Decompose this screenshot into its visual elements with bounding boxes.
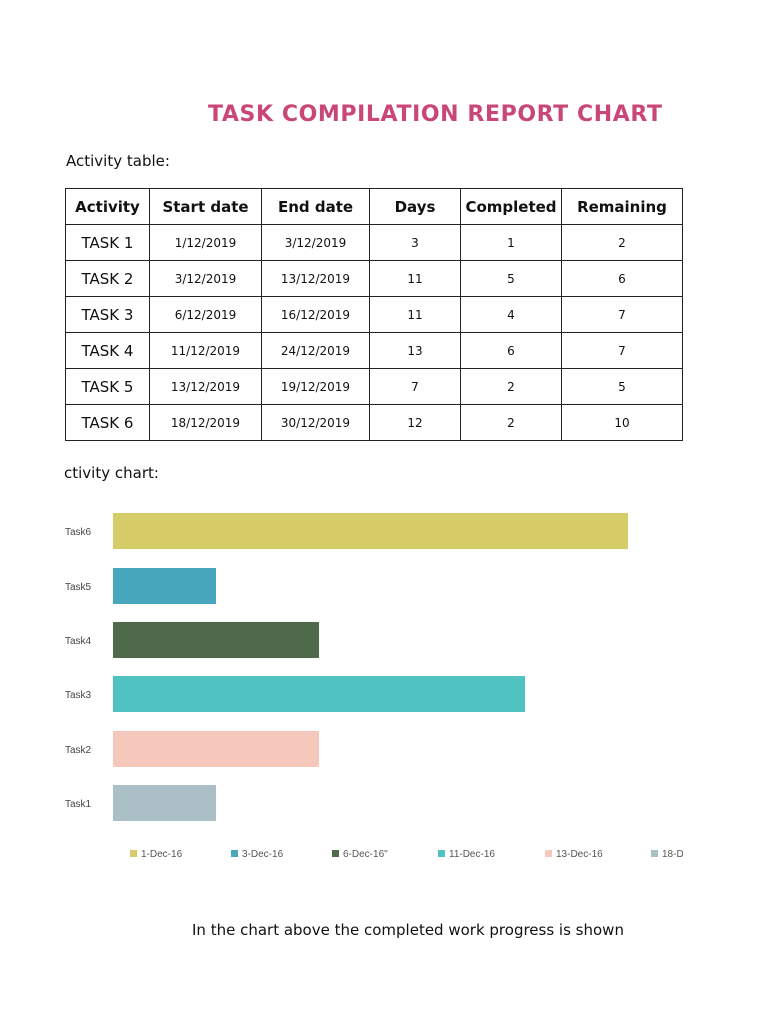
bar-task1 <box>113 785 216 821</box>
header-days: Days <box>369 188 461 225</box>
legend-swatch <box>651 850 658 857</box>
cell-end-date: 30/12/2019 <box>261 404 370 441</box>
cell-activity: TASK 2 <box>65 260 150 297</box>
cell-days: 11 <box>369 260 461 297</box>
header-start-date: Start date <box>149 188 262 225</box>
category-label: Task2 <box>65 745 92 756</box>
cell-days: 7 <box>369 368 461 405</box>
bar-task2 <box>113 731 319 767</box>
legend-swatch <box>332 850 339 857</box>
legend-entry: 6-Dec-16" <box>343 849 388 860</box>
legend-swatch <box>130 850 137 857</box>
cell-start-date: 1/12/2019 <box>149 224 262 261</box>
header-remaining: Remaining <box>561 188 683 225</box>
table-header-row: Activity Start date End date Days Comple… <box>65 188 683 225</box>
cell-start-date: 3/12/2019 <box>149 260 262 297</box>
chart-legend: 1-Dec-16 3-Dec-16 6-Dec-16" 11-Dec-16 13-Dec… <box>130 849 684 860</box>
legend-entry: 3-Dec-16 <box>242 849 284 860</box>
table-row: TASK 2 3/12/2019 13/12/2019 11 5 6 <box>65 260 683 297</box>
header-completed: Completed <box>460 188 562 225</box>
cell-days: 13 <box>369 332 461 369</box>
cell-completed: 4 <box>460 296 562 333</box>
table-row: TASK 1 1/12/2019 3/12/2019 3 1 2 <box>65 224 683 261</box>
bar-task4 <box>113 622 319 658</box>
bar-task3 <box>113 676 525 712</box>
category-label: Task4 <box>65 636 92 647</box>
legend-swatch <box>438 850 445 857</box>
category-label: Task5 <box>65 582 92 593</box>
cell-end-date: 3/12/2019 <box>261 224 370 261</box>
table-row: TASK 5 13/12/2019 19/12/2019 7 2 5 <box>65 368 683 405</box>
cell-end-date: 24/12/2019 <box>261 332 370 369</box>
cell-start-date: 13/12/2019 <box>149 368 262 405</box>
legend-swatch <box>545 850 552 857</box>
cell-start-date: 18/12/2019 <box>149 404 262 441</box>
cell-remaining: 7 <box>561 332 683 369</box>
cell-activity: TASK 6 <box>65 404 150 441</box>
cell-completed: 6 <box>460 332 562 369</box>
cell-completed: 1 <box>460 224 562 261</box>
activity-table: Activity Start date End date Days Comple… <box>65 188 683 441</box>
cell-remaining: 10 <box>561 404 683 441</box>
table-row: TASK 3 6/12/2019 16/12/2019 11 4 7 <box>65 296 683 333</box>
header-end-date: End date <box>261 188 370 225</box>
cell-remaining: 6 <box>561 260 683 297</box>
cell-activity: TASK 4 <box>65 332 150 369</box>
table-row: TASK 6 18/12/2019 30/12/2019 12 2 10 <box>65 404 683 441</box>
chart-footnote: In the chart above the completed work pr… <box>192 921 624 939</box>
category-label: Task6 <box>65 527 92 538</box>
bar-task6 <box>113 513 628 549</box>
header-activity: Activity <box>65 188 150 225</box>
activity-chart-label: ctivity chart: <box>64 464 159 482</box>
cell-activity: TASK 3 <box>65 296 150 333</box>
cell-activity: TASK 5 <box>65 368 150 405</box>
cell-days: 3 <box>369 224 461 261</box>
category-label: Task3 <box>65 690 92 701</box>
legend-entry: 18-D <box>662 849 684 860</box>
cell-days: 12 <box>369 404 461 441</box>
cell-completed: 2 <box>460 404 562 441</box>
activity-table-label: Activity table: <box>66 152 170 170</box>
activity-chart-svg: Task6 Task5 Task4 Task3 Task2 Task1 1-Dec-16 3-… <box>65 513 684 860</box>
legend-entry: 13-Dec-16 <box>556 849 603 860</box>
cell-start-date: 11/12/2019 <box>149 332 262 369</box>
legend-entry: 1-Dec-16 <box>141 849 183 860</box>
table-row: TASK 4 11/12/2019 24/12/2019 13 6 7 <box>65 332 683 369</box>
cell-activity: TASK 1 <box>65 224 150 261</box>
cell-remaining: 7 <box>561 296 683 333</box>
bar-task5 <box>113 568 216 604</box>
cell-end-date: 16/12/2019 <box>261 296 370 333</box>
report-title: TASK COMPILATION REPORT CHART <box>208 102 663 127</box>
cell-start-date: 6/12/2019 <box>149 296 262 333</box>
activity-chart: Task6 Task5 Task4 Task3 Task2 Task1 1-Dec-16 3-… <box>0 495 768 875</box>
legend-entry: 11-Dec-16 <box>449 849 495 860</box>
cell-days: 11 <box>369 296 461 333</box>
legend-swatch <box>231 850 238 857</box>
cell-end-date: 19/12/2019 <box>261 368 370 405</box>
cell-completed: 2 <box>460 368 562 405</box>
cell-remaining: 2 <box>561 224 683 261</box>
category-label: Task1 <box>65 799 92 810</box>
cell-end-date: 13/12/2019 <box>261 260 370 297</box>
cell-remaining: 5 <box>561 368 683 405</box>
cell-completed: 5 <box>460 260 562 297</box>
